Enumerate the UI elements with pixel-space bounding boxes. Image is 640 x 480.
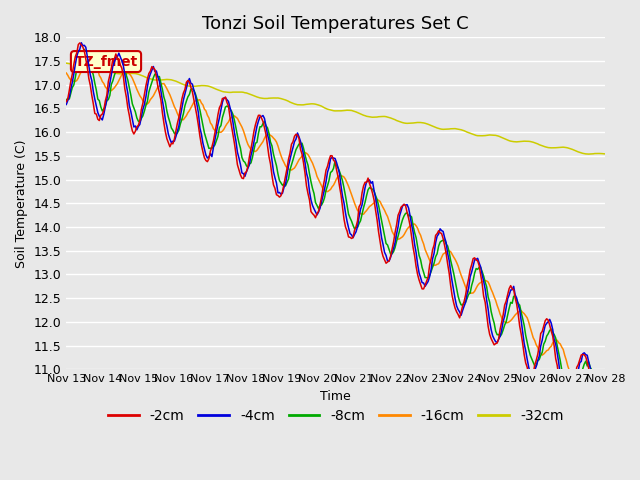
-4cm (252, 131, 259, 137)
-32cm (241, 90, 249, 96)
-8cm (573, 386, 580, 392)
Text: TZ_fmet: TZ_fmet (74, 55, 138, 69)
-4cm (243, 169, 250, 175)
Line: -32cm: -32cm (67, 63, 605, 154)
-32cm (585, 151, 593, 157)
-4cm (77, 40, 85, 46)
-2cm (597, 441, 605, 446)
-8cm (243, 163, 250, 168)
-32cm (298, 102, 306, 108)
-16cm (602, 401, 609, 407)
-2cm (300, 160, 307, 166)
-16cm (85, 56, 93, 62)
-2cm (243, 169, 250, 175)
Line: -4cm: -4cm (67, 43, 605, 440)
-32cm (223, 89, 231, 95)
-4cm (300, 152, 307, 157)
-2cm (225, 103, 232, 109)
-8cm (130, 105, 138, 111)
-16cm (573, 382, 580, 387)
-16cm (243, 137, 250, 143)
-16cm (300, 152, 307, 157)
-2cm (602, 436, 609, 442)
-32cm (250, 93, 258, 99)
-2cm (130, 131, 138, 137)
-4cm (225, 98, 232, 104)
-2cm (63, 99, 70, 105)
-32cm (602, 151, 609, 157)
-4cm (573, 376, 580, 382)
-16cm (225, 119, 232, 125)
Line: -8cm: -8cm (67, 49, 605, 433)
Legend: -2cm, -4cm, -8cm, -16cm, -32cm: -2cm, -4cm, -8cm, -16cm, -32cm (102, 404, 569, 429)
Title: Tonzi Soil Temperatures Set C: Tonzi Soil Temperatures Set C (202, 15, 469, 33)
Y-axis label: Soil Temperature (C): Soil Temperature (C) (15, 139, 28, 267)
-8cm (81, 47, 88, 52)
-4cm (602, 434, 609, 440)
-16cm (63, 70, 70, 76)
Line: -16cm: -16cm (67, 59, 605, 404)
-32cm (572, 148, 579, 154)
-4cm (600, 437, 607, 443)
-4cm (130, 124, 138, 130)
-2cm (76, 40, 84, 46)
X-axis label: Time: Time (321, 390, 351, 403)
-8cm (225, 104, 232, 110)
-8cm (252, 140, 259, 146)
-32cm (129, 71, 136, 76)
-4cm (63, 102, 70, 108)
Line: -2cm: -2cm (67, 43, 605, 444)
-8cm (602, 430, 609, 436)
-32cm (63, 60, 70, 66)
-2cm (252, 122, 259, 128)
-8cm (63, 97, 70, 103)
-16cm (130, 79, 138, 84)
-16cm (252, 149, 259, 155)
-8cm (300, 145, 307, 151)
-2cm (573, 364, 580, 370)
